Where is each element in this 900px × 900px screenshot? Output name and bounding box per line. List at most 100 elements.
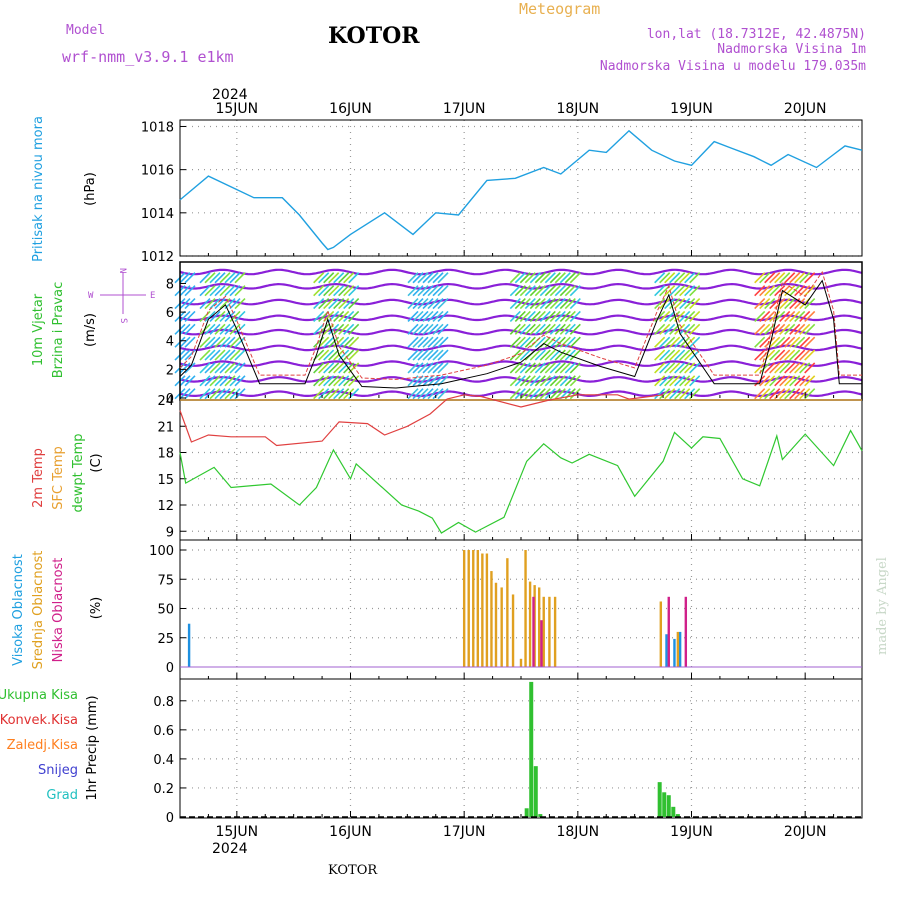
wind-arrow: [804, 323, 816, 335]
wind-arrow: [184, 336, 196, 348]
wind-arrow: [789, 323, 801, 335]
wind-arrow: [509, 375, 521, 387]
wind-arrow: [549, 297, 561, 310]
wind-arrow: [764, 323, 776, 335]
wind-arrow: [412, 310, 424, 322]
wind-arrow: [559, 375, 571, 387]
y-tick-label: 1018: [141, 120, 174, 135]
wind-arrow: [343, 388, 355, 400]
wind-arrow: [412, 323, 424, 335]
wind-arrow: [333, 375, 345, 387]
temperature-unit: (C): [89, 453, 104, 472]
wind-arrow: [514, 310, 526, 322]
wind-arrow: [427, 336, 439, 348]
cloud-bar: [532, 596, 535, 667]
wind-arrow: [754, 272, 766, 284]
cloud-bar: [490, 571, 493, 667]
wind-arrow: [417, 375, 429, 387]
wind-arrow: [679, 375, 691, 387]
wind-arrow: [654, 285, 666, 297]
credit: made by Angel: [875, 557, 890, 655]
wind-arrow: [554, 375, 566, 387]
wind-arrow: [348, 310, 360, 322]
wind-arrow: [422, 375, 434, 387]
wind-arrow: [664, 323, 676, 335]
y-tick-label: 100: [149, 544, 174, 559]
wind-arrow: [437, 272, 449, 284]
wind-arrow: [769, 272, 781, 284]
wind-arrow: [313, 388, 325, 400]
wind-arrow: [323, 297, 335, 310]
wind-arrow: [229, 297, 241, 310]
y-tick-label: 0.4: [153, 753, 174, 768]
wind-arrow: [689, 272, 701, 284]
wind-arrow: [654, 336, 666, 348]
footer-title: KOTOR: [328, 863, 378, 878]
wind-arrow: [684, 336, 696, 348]
wind-arrow: [684, 349, 696, 361]
wind-arrow: [514, 285, 526, 297]
wind-arrow: [224, 285, 236, 297]
wind-arrow: [784, 349, 796, 361]
y-tick-label: 6: [166, 306, 174, 321]
wind-arrow: [209, 297, 221, 310]
wind-arrow: [199, 362, 211, 374]
cloud-bar: [506, 558, 509, 667]
wind-arrow: [412, 336, 424, 348]
wind-arrow: [179, 362, 191, 374]
wind-arrow: [689, 310, 701, 322]
wind-arrow: [764, 310, 776, 322]
wind-arrow: [219, 285, 231, 297]
wind-speed-line: [179, 279, 862, 389]
wind-arrow: [338, 323, 350, 335]
wind-arrow: [534, 310, 546, 322]
wind-arrow: [328, 297, 340, 310]
wind-arrow: [184, 375, 196, 387]
wind-arrow: [348, 323, 360, 335]
wind-arrow: [684, 297, 696, 310]
wind-arrow: [209, 285, 221, 297]
temp-2m-line: [179, 394, 664, 447]
cloud-bar: [676, 631, 680, 667]
wind-arrow: [564, 336, 576, 348]
wind-arrow: [669, 362, 681, 374]
precip-frame: [179, 678, 863, 819]
wind-arrow: [674, 336, 686, 348]
day-label-top: 19JUN: [670, 101, 713, 117]
wind-arrow: [759, 297, 771, 310]
cloud-frame: [179, 539, 863, 680]
wind-arrow: [432, 323, 444, 335]
wind-arrow: [779, 375, 791, 387]
wind-arrow: [412, 349, 424, 361]
wind-arrow: [229, 388, 241, 400]
cloud-bar: [500, 587, 503, 667]
wind-unit: (m/s): [83, 313, 98, 347]
wind-arrow: [509, 285, 521, 297]
wind-arrow: [664, 297, 676, 310]
wind-arrow: [323, 375, 335, 387]
y-tick-label: 4: [166, 335, 174, 350]
wind-arrow: [313, 272, 325, 284]
wind-arrow: [412, 362, 424, 374]
day-label-top: 17JUN: [443, 101, 486, 117]
wind-arrow: [659, 310, 671, 322]
wind-arrow: [794, 375, 806, 387]
wind-arrow: [437, 323, 449, 335]
wind-arrow: [338, 349, 350, 361]
wind-arrow: [679, 362, 691, 374]
wind-arrow: [432, 388, 444, 400]
wind-key-west: W: [88, 291, 94, 301]
wind-arrow: [544, 362, 556, 374]
wind-arrow: [509, 388, 521, 400]
wind-arrow: [759, 362, 771, 374]
wind-arrow: [219, 323, 231, 335]
wind-arrow: [328, 272, 340, 284]
wind-arrow: [179, 388, 191, 400]
wind-arrow: [509, 272, 521, 284]
wind-arrow: [514, 272, 526, 284]
wind-arrow: [679, 323, 691, 335]
precip-ylabel: 1hr Precip (mm): [85, 695, 100, 800]
wind-arrow: [234, 375, 246, 387]
wind-arrow: [318, 388, 330, 400]
